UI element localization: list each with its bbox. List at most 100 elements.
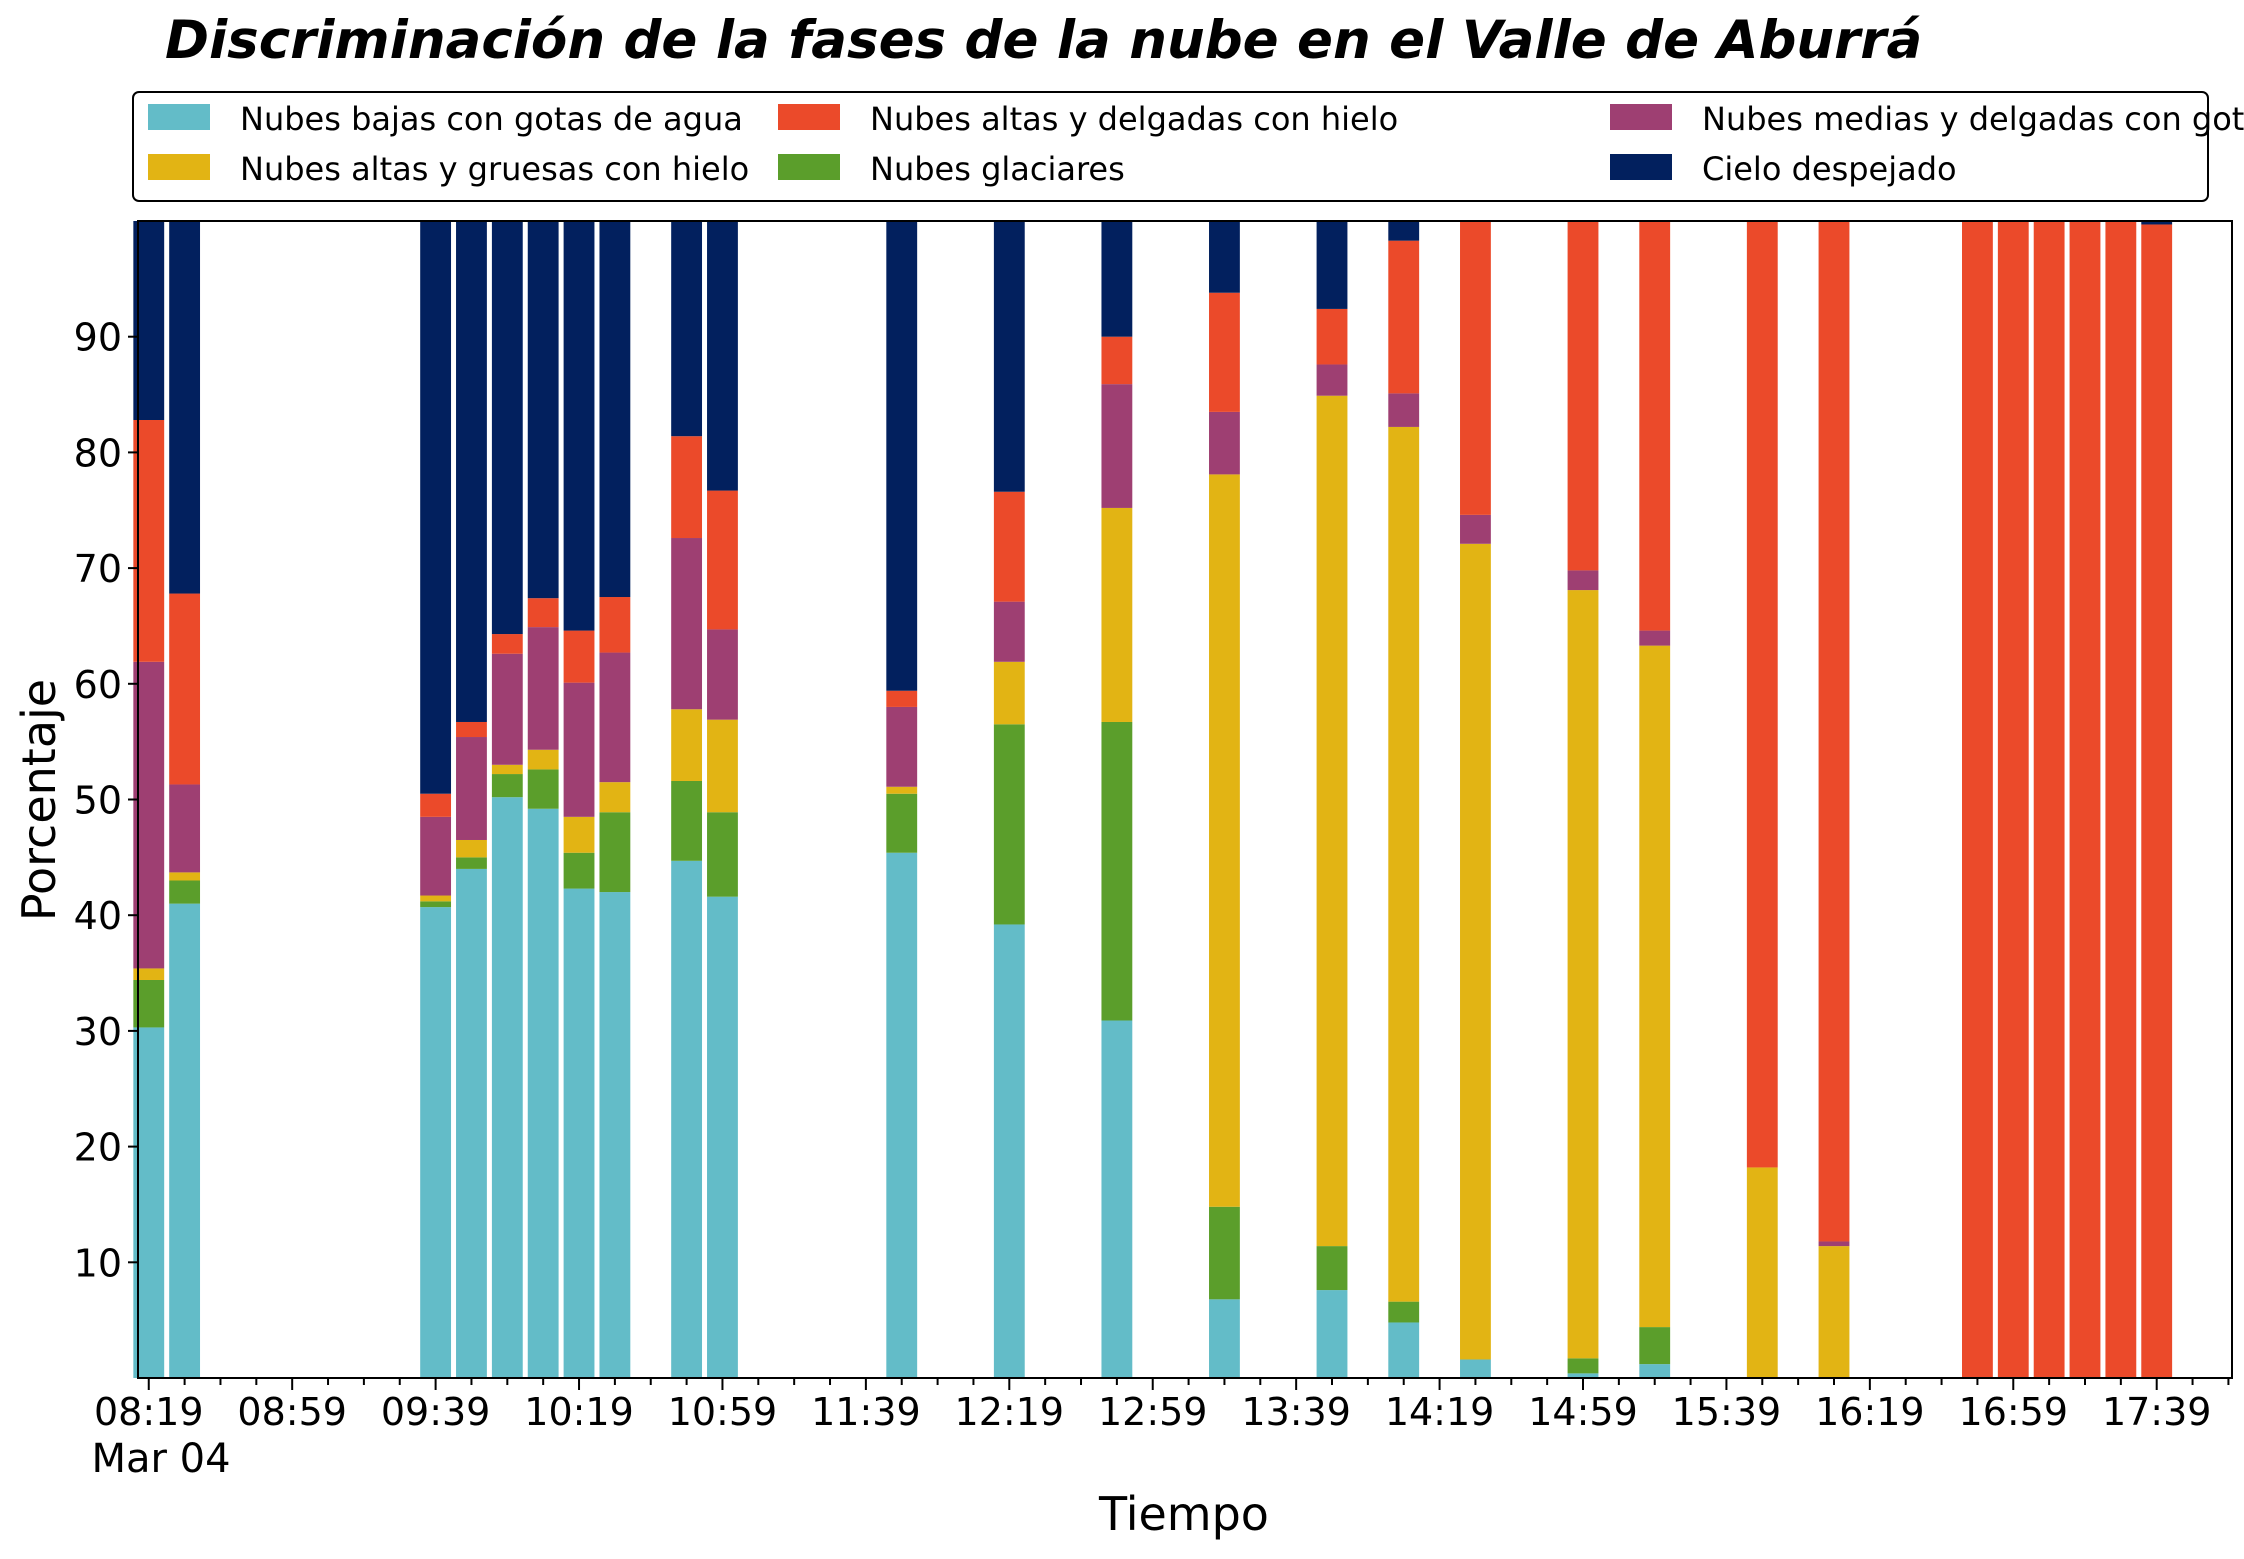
bar-nubes-bajas-con-gotas-de-agua-0949	[456, 868, 487, 1378]
legend-label: Nubes altas y delgadas con hielo	[870, 100, 1398, 138]
x-date-label: Mar 04	[91, 1436, 230, 1482]
bar-nubes-glaciares-0939	[420, 901, 452, 908]
legend-frame	[132, 91, 2209, 202]
bar-nubes-medias-y-delgadas-con-gotas-de-agua-1429	[1460, 514, 1491, 544]
bar-nubes-altas-y-gruesas-con-hielo-1349	[1316, 395, 1348, 1247]
bar-cielo-despejado-0949	[456, 221, 487, 722]
bars-group	[133, 221, 2173, 1379]
bar-nubes-altas-y-delgadas-con-hielo-1009	[527, 598, 559, 628]
bar-nubes-bajas-con-gotas-de-agua-1149	[886, 852, 918, 1378]
bar-cielo-despejado-1409	[1388, 221, 1420, 241]
bar-nubes-medias-y-delgadas-con-gotas-de-agua-1459	[1567, 570, 1599, 591]
legend-item-cielo-despejado: Cielo despejado	[1610, 150, 1957, 188]
legend-label: Nubes medias y delgadas con gotas de agu…	[1702, 100, 2244, 138]
bar-cielo-despejado-1149	[886, 221, 918, 691]
x-tick-label: 16:59	[1959, 1390, 2069, 1434]
bar-nubes-bajas-con-gotas-de-agua-1059	[707, 896, 738, 1378]
bar-nubes-glaciares-1409	[1388, 1301, 1420, 1323]
bar-nubes-glaciares-0949	[456, 857, 487, 869]
y-tick-label: 20	[74, 1126, 122, 1170]
bar-nubes-medias-y-delgadas-con-gotas-de-agua-1609	[1818, 1241, 1850, 1247]
legend-label: Cielo despejado	[1702, 150, 1957, 188]
bar-nubes-bajas-con-gotas-de-agua-1319	[1209, 1299, 1240, 1378]
bar-nubes-bajas-con-gotas-de-agua-0829	[169, 903, 201, 1378]
bar-nubes-glaciares-1059	[707, 812, 738, 897]
legend-swatch	[778, 154, 840, 180]
bar-nubes-bajas-con-gotas-de-agua-1019	[563, 888, 595, 1378]
bar-nubes-bajas-con-gotas-de-agua-1009	[527, 808, 559, 1378]
bar-nubes-glaciares-1319	[1209, 1206, 1240, 1300]
bar-nubes-altas-y-gruesas-con-hielo-0949	[456, 840, 487, 858]
legend-item-nubes-altas-y-delgadas-con-hielo: Nubes altas y delgadas con hielo	[778, 100, 1398, 138]
bar-nubes-altas-y-delgadas-con-hielo-1519	[1639, 221, 1671, 631]
bar-nubes-medias-y-delgadas-con-gotas-de-agua-1249	[1101, 384, 1133, 508]
bar-nubes-altas-y-gruesas-con-hielo-1149	[886, 786, 918, 794]
bar-nubes-altas-y-delgadas-con-hielo-1219	[993, 491, 1025, 602]
x-tick-label: 14:19	[1385, 1390, 1495, 1434]
x-tick-label: 13:39	[1241, 1390, 1351, 1434]
bar-nubes-bajas-con-gotas-de-agua-1429	[1460, 1359, 1491, 1378]
x-tick-label: 17:39	[2102, 1390, 2212, 1434]
bar-nubes-altas-y-delgadas-con-hielo-1409	[1388, 240, 1420, 394]
bar-nubes-medias-y-delgadas-con-gotas-de-agua-1149	[886, 706, 918, 787]
x-tick-label: 16:19	[1815, 1390, 1925, 1434]
bar-nubes-altas-y-gruesas-con-hielo-1459	[1567, 590, 1599, 1359]
bar-nubes-altas-y-delgadas-con-hielo-1709	[2033, 221, 2065, 1378]
legend-swatch	[148, 104, 210, 130]
legend-swatch	[1610, 104, 1672, 130]
bar-nubes-altas-y-delgadas-con-hielo-1609	[1818, 221, 1850, 1242]
bar-nubes-altas-y-delgadas-con-hielo-1149	[886, 690, 918, 707]
bar-nubes-medias-y-delgadas-con-gotas-de-agua-1219	[993, 601, 1025, 662]
bar-nubes-glaciares-1049	[671, 780, 703, 861]
bar-nubes-altas-y-gruesas-con-hielo-1219	[993, 661, 1025, 725]
legend-label: Nubes altas y gruesas con hielo	[240, 150, 749, 188]
bar-nubes-bajas-con-gotas-de-agua-0939	[420, 907, 452, 1378]
bar-nubes-altas-y-gruesas-con-hielo-1049	[671, 709, 703, 781]
legend-swatch	[1610, 154, 1672, 180]
bar-cielo-despejado-1739	[2141, 221, 2173, 225]
bar-nubes-altas-y-gruesas-con-hielo-1609	[1818, 1246, 1850, 1378]
x-tick-label: 09:39	[381, 1390, 491, 1434]
bar-nubes-altas-y-delgadas-con-hielo-0949	[456, 721, 487, 738]
bar-nubes-medias-y-delgadas-con-gotas-de-agua-1519	[1639, 630, 1671, 646]
bar-cielo-despejado-1319	[1209, 221, 1240, 293]
bar-nubes-altas-y-delgadas-con-hielo-1739	[2141, 224, 2173, 1379]
x-tick-label: 08:19	[94, 1390, 204, 1434]
x-tick-label: 12:59	[1098, 1390, 1208, 1434]
bar-nubes-glaciares-0829	[169, 880, 201, 904]
legend-item-nubes-altas-y-gruesas-con-hielo: Nubes altas y gruesas con hielo	[148, 150, 749, 188]
bar-nubes-glaciares-1149	[886, 793, 918, 853]
x-tick-label: 10:19	[524, 1390, 634, 1434]
bar-nubes-medias-y-delgadas-con-gotas-de-agua-1059	[707, 629, 738, 720]
bar-nubes-altas-y-gruesas-con-hielo-1319	[1209, 474, 1240, 1207]
bar-nubes-altas-y-gruesas-con-hielo-1549	[1746, 1167, 1778, 1378]
x-tick-label: 12:19	[955, 1390, 1065, 1434]
bar-nubes-bajas-con-gotas-de-agua-1409	[1388, 1322, 1420, 1378]
bar-nubes-medias-y-delgadas-con-gotas-de-agua-1349	[1316, 364, 1348, 396]
x-axis-title: Tiempo	[1098, 1487, 1269, 1541]
bar-nubes-altas-y-delgadas-con-hielo-0939	[420, 793, 452, 817]
bar-nubes-altas-y-gruesas-con-hielo-1059	[707, 719, 738, 813]
bar-cielo-despejado-0939	[420, 221, 452, 794]
y-axis: 10 20 30 40 50 60 70 80 90	[74, 316, 138, 1285]
bar-nubes-medias-y-delgadas-con-gotas-de-agua-1009	[527, 627, 559, 750]
bar-cielo-despejado-1029	[599, 221, 631, 598]
y-tick-label: 70	[74, 547, 122, 591]
bar-nubes-bajas-con-gotas-de-agua-1029	[599, 892, 631, 1378]
bar-nubes-altas-y-delgadas-con-hielo-0959	[491, 634, 523, 654]
plot-frame	[137, 220, 2233, 1379]
bar-nubes-medias-y-delgadas-con-gotas-de-agua-0949	[456, 737, 487, 840]
bar-nubes-altas-y-gruesas-con-hielo-0939	[420, 895, 452, 902]
x-tick-label: 15:39	[1672, 1390, 1782, 1434]
bar-nubes-glaciares-1349	[1316, 1246, 1348, 1291]
plot-area	[133, 220, 2233, 1379]
bar-nubes-glaciares-1009	[527, 769, 559, 809]
bar-nubes-bajas-con-gotas-de-agua-1459	[1567, 1373, 1599, 1378]
bar-nubes-glaciares-1459	[1567, 1358, 1599, 1374]
legend-swatch	[778, 104, 840, 130]
bar-nubes-medias-y-delgadas-con-gotas-de-agua-0959	[491, 653, 523, 765]
legend-item-nubes-medias-y-delgadas-con-gotas-de-agua: Nubes medias y delgadas con gotas de agu…	[1610, 100, 2244, 138]
legend-label: Nubes glaciares	[870, 150, 1125, 188]
bar-nubes-altas-y-gruesas-con-hielo-1029	[599, 782, 631, 813]
